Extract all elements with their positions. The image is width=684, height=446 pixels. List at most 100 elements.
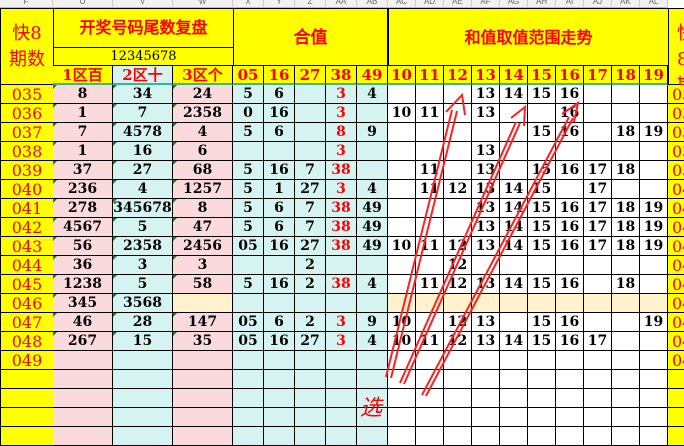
trend-cell[interactable]: 15: [528, 275, 556, 294]
trend-cell[interactable]: 17: [584, 237, 612, 256]
sum-cell[interactable]: [233, 256, 264, 275]
zone-cell[interactable]: [53, 370, 113, 389]
sum-cell[interactable]: [295, 104, 326, 123]
trend-cell[interactable]: [444, 218, 472, 237]
zone-cell[interactable]: [53, 351, 113, 370]
trend-cell[interactable]: [556, 370, 584, 389]
trend-cell[interactable]: [388, 256, 416, 275]
sum-cell[interactable]: 3: [326, 180, 357, 199]
trend-cell[interactable]: 12: [444, 256, 472, 275]
sum-cell[interactable]: 5: [233, 85, 264, 104]
trend-cell[interactable]: [416, 389, 444, 408]
column-letter[interactable]: AA: [326, 0, 357, 8]
trend-cell[interactable]: 16: [556, 199, 584, 218]
trend-cell[interactable]: [612, 294, 640, 313]
trend-cell[interactable]: [500, 161, 528, 180]
sum-cell[interactable]: [326, 427, 357, 446]
trend-cell[interactable]: [556, 294, 584, 313]
zone-cell[interactable]: 37: [53, 161, 113, 180]
trend-cell[interactable]: [388, 351, 416, 370]
column-letter[interactable]: AB: [357, 0, 388, 8]
sum-cell[interactable]: 38: [326, 218, 357, 237]
column-letter[interactable]: W: [173, 0, 233, 8]
trend-cell[interactable]: 16: [556, 161, 584, 180]
zone-cell[interactable]: 8: [53, 85, 113, 104]
sum-cell[interactable]: [233, 351, 264, 370]
zone-cell[interactable]: 345: [53, 294, 113, 313]
trend-cell[interactable]: [388, 123, 416, 142]
trend-cell[interactable]: [416, 142, 444, 161]
sum-cell[interactable]: 38: [326, 275, 357, 294]
trend-cell[interactable]: [612, 180, 640, 199]
zone-cell[interactable]: 4: [113, 180, 173, 199]
trend-cell[interactable]: [416, 370, 444, 389]
trend-cell[interactable]: [416, 427, 444, 446]
trend-cell[interactable]: [640, 256, 668, 275]
trend-cell[interactable]: [640, 275, 668, 294]
zone-cell[interactable]: 8: [173, 199, 233, 218]
trend-cell[interactable]: [528, 256, 556, 275]
trend-cell[interactable]: 18: [612, 275, 640, 294]
trend-cell[interactable]: [500, 351, 528, 370]
sum-cell[interactable]: [233, 389, 264, 408]
trend-cell[interactable]: 13: [472, 104, 500, 123]
trend-cell[interactable]: 15: [528, 180, 556, 199]
trend-cell[interactable]: [640, 351, 668, 370]
trend-cell[interactable]: [388, 85, 416, 104]
sum-cell[interactable]: 6: [264, 123, 295, 142]
trend-cell[interactable]: 15: [528, 332, 556, 351]
trend-cell[interactable]: [528, 104, 556, 123]
trend-cell[interactable]: [556, 142, 584, 161]
sum-cell[interactable]: [264, 427, 295, 446]
trend-cell[interactable]: [388, 161, 416, 180]
sum-cell[interactable]: 3: [326, 332, 357, 351]
trend-cell[interactable]: 11: [416, 237, 444, 256]
trend-cell[interactable]: [612, 408, 640, 427]
trend-cell[interactable]: [584, 123, 612, 142]
trend-cell[interactable]: 11: [416, 104, 444, 123]
trend-cell[interactable]: [416, 85, 444, 104]
trend-cell[interactable]: 13: [472, 275, 500, 294]
sum-cell[interactable]: 27: [295, 180, 326, 199]
zone-cell[interactable]: 46: [53, 313, 113, 332]
sum-cell[interactable]: [233, 427, 264, 446]
trend-cell[interactable]: [584, 427, 612, 446]
zone-cell[interactable]: 5: [113, 218, 173, 237]
column-letter[interactable]: AE: [444, 0, 472, 8]
sum-cell[interactable]: 27: [295, 332, 326, 351]
sum-cell[interactable]: [264, 256, 295, 275]
sum-cell[interactable]: 3: [326, 142, 357, 161]
trend-cell[interactable]: [612, 389, 640, 408]
trend-cell[interactable]: 18: [612, 123, 640, 142]
sum-cell[interactable]: 16: [264, 237, 295, 256]
sum-cell[interactable]: [357, 294, 388, 313]
trend-cell[interactable]: [584, 142, 612, 161]
trend-cell[interactable]: [444, 199, 472, 218]
zone-cell[interactable]: [113, 370, 173, 389]
sum-cell[interactable]: 0: [233, 104, 264, 123]
trend-cell[interactable]: [472, 294, 500, 313]
zone-cell[interactable]: 24: [173, 85, 233, 104]
sum-cell[interactable]: [295, 85, 326, 104]
zone-cell[interactable]: 6: [173, 142, 233, 161]
trend-cell[interactable]: [388, 180, 416, 199]
trend-cell[interactable]: [528, 351, 556, 370]
trend-cell[interactable]: 16: [556, 218, 584, 237]
sum-cell[interactable]: [357, 104, 388, 123]
trend-cell[interactable]: 13: [472, 199, 500, 218]
zone-cell[interactable]: 16: [113, 142, 173, 161]
sum-cell[interactable]: 2: [295, 275, 326, 294]
trend-cell[interactable]: [472, 123, 500, 142]
zone-cell[interactable]: [113, 389, 173, 408]
zone-cell[interactable]: 7: [53, 123, 113, 142]
trend-cell[interactable]: [640, 370, 668, 389]
sum-cell[interactable]: 6: [264, 85, 295, 104]
sum-cell[interactable]: [264, 370, 295, 389]
trend-cell[interactable]: [500, 427, 528, 446]
trend-cell[interactable]: [640, 180, 668, 199]
trend-cell[interactable]: [556, 408, 584, 427]
trend-cell[interactable]: [444, 123, 472, 142]
trend-cell[interactable]: [612, 313, 640, 332]
zone-cell[interactable]: [113, 351, 173, 370]
sum-cell[interactable]: 9: [357, 313, 388, 332]
